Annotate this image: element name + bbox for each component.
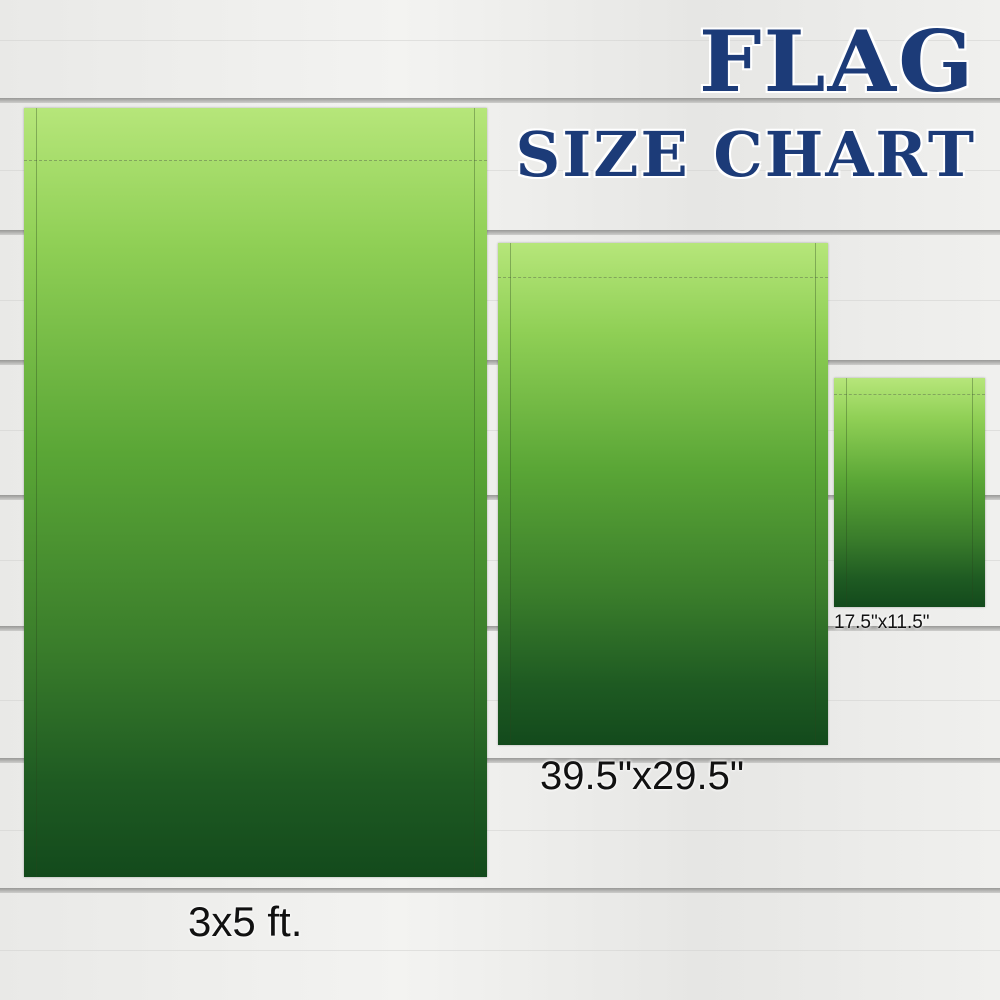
flag-small <box>834 378 985 607</box>
flag-medium <box>498 243 828 745</box>
plank-seam <box>0 98 1000 103</box>
plank-seam <box>0 758 1000 763</box>
wood-grain <box>0 950 1000 951</box>
wood-grain <box>0 830 1000 831</box>
title-size-chart: SIZE CHART <box>515 118 976 191</box>
wood-grain <box>0 170 1000 171</box>
flag-small-size-label: 17.5"x11.5" <box>834 612 930 633</box>
plank-seam <box>0 888 1000 893</box>
title-flag: FLAG <box>699 12 976 111</box>
flag-large-size-label: 3x5 ft. <box>188 898 303 945</box>
wood-grain <box>0 40 1000 41</box>
plank-seam <box>0 230 1000 235</box>
flag-medium-size-label: 39.5"x29.5" <box>540 754 745 798</box>
flag-large <box>24 108 487 877</box>
